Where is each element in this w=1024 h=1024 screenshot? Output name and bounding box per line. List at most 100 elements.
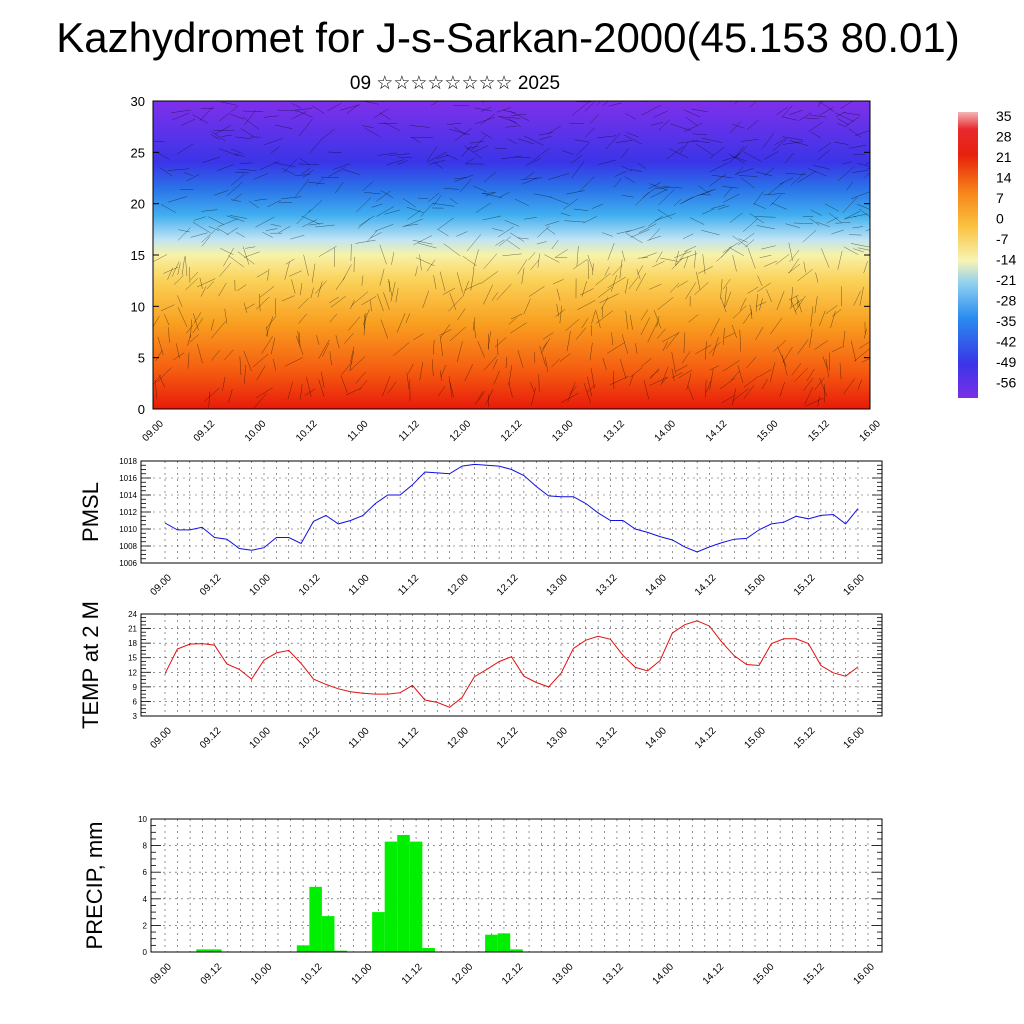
wind-vector — [809, 218, 820, 226]
wind-vector — [266, 326, 269, 337]
wind-vector — [361, 275, 364, 286]
x-tick-label: 14.12 — [693, 572, 719, 598]
wind-vector — [791, 363, 802, 376]
wind-vector — [848, 128, 861, 138]
wind-vector — [857, 247, 870, 251]
wind-vector — [517, 259, 528, 275]
precip-bar — [497, 933, 511, 952]
y-tick-label: 3 — [133, 712, 138, 721]
wind-vector — [770, 317, 783, 335]
wind-vector — [443, 188, 459, 190]
wind-vector — [763, 260, 778, 267]
wind-vector — [559, 353, 571, 362]
wind-vector — [755, 294, 758, 312]
wind-vector — [753, 191, 764, 205]
wind-vector — [624, 176, 636, 184]
wind-vector — [787, 263, 801, 274]
wind-vector — [364, 312, 367, 330]
wind-vector — [167, 196, 188, 203]
wind-vector — [472, 249, 479, 270]
wind-vector — [615, 140, 633, 143]
wind-vector — [243, 251, 260, 258]
wind-vector — [297, 297, 310, 310]
wind-vector — [168, 327, 170, 343]
wind-vector — [701, 208, 715, 215]
wind-vector — [741, 139, 759, 142]
wind-vector — [201, 230, 216, 243]
wind-vector — [302, 169, 314, 178]
wind-vector — [238, 169, 257, 171]
wind-vector — [637, 257, 649, 259]
wind-vector — [332, 163, 350, 170]
x-tick-label: 11.12 — [396, 725, 421, 750]
wind-vector — [508, 317, 517, 325]
wind-vector — [431, 359, 434, 377]
colorbar: 35 28 21 14 7 0 -7 -14 -21 -28 -35 -42 -49 -56 — [958, 108, 1016, 398]
wind-vector — [217, 218, 238, 228]
wind-vector — [299, 332, 301, 348]
wind-vector — [496, 338, 499, 356]
wind-vector — [749, 213, 765, 224]
chart-subtitle: 09 ☆☆☆☆☆☆☆☆ 2025 — [349, 73, 561, 94]
wind-vector — [525, 157, 542, 167]
wind-vector — [216, 227, 229, 235]
wind-vector — [759, 254, 772, 259]
wind-vector — [157, 336, 164, 356]
temp-2m-panel: 3 6 9 12 15 18 21 24 TEMP at 2 M 09.00 09.12 10.00 1… — [78, 601, 883, 751]
wind-vector — [597, 135, 617, 139]
wind-vector — [719, 377, 736, 390]
colorbar-label: 7 — [996, 190, 1004, 206]
wind-vector — [630, 229, 650, 238]
wind-vector — [390, 282, 396, 302]
wind-vector — [732, 235, 749, 248]
wind-vector — [624, 278, 629, 294]
wind-vector — [404, 218, 423, 227]
colorbar-label: 28 — [996, 129, 1012, 145]
wind-vector — [643, 379, 649, 400]
wind-vector — [270, 337, 276, 355]
wind-vector — [176, 143, 194, 155]
wind-vector — [728, 247, 744, 256]
wind-vector — [237, 251, 255, 265]
wind-vector — [679, 141, 689, 154]
wind-vector — [235, 136, 251, 139]
wind-vector — [734, 101, 738, 105]
wind-vector — [846, 181, 853, 191]
wind-vector — [562, 150, 574, 155]
wind-vector — [213, 129, 235, 132]
wind-vector — [214, 125, 232, 135]
wind-vector — [386, 159, 405, 166]
wind-vector-field — [153, 101, 870, 408]
wind-vector — [835, 112, 854, 122]
wind-vector — [859, 208, 870, 218]
wind-vector — [853, 291, 861, 306]
wind-vector — [546, 227, 556, 235]
wind-vector — [731, 388, 750, 402]
wind-vector — [472, 185, 487, 193]
precip-bar — [397, 834, 410, 952]
wind-vector — [725, 291, 732, 307]
wind-vector — [226, 215, 245, 222]
colorbar-label: 0 — [996, 211, 1004, 227]
wind-vector — [776, 290, 785, 310]
wind-vector — [722, 360, 740, 372]
wind-vector — [685, 282, 697, 300]
x-tick-label: 10.00 — [247, 725, 273, 751]
wind-vector — [814, 296, 818, 314]
precip-bar — [372, 912, 385, 952]
wind-vector — [362, 181, 374, 192]
y-tick-label: 1010 — [119, 525, 137, 534]
wind-vector — [218, 148, 239, 157]
wind-vector — [524, 217, 537, 220]
wind-vector — [571, 154, 583, 164]
wind-vector — [684, 245, 697, 252]
wind-vector — [440, 323, 451, 338]
wind-vector — [709, 101, 711, 102]
wind-vector — [566, 190, 585, 195]
wind-vector — [439, 271, 446, 292]
wind-vector — [235, 231, 245, 238]
wind-vector — [185, 255, 188, 276]
wind-vector — [159, 167, 173, 177]
wind-vector — [612, 264, 623, 276]
